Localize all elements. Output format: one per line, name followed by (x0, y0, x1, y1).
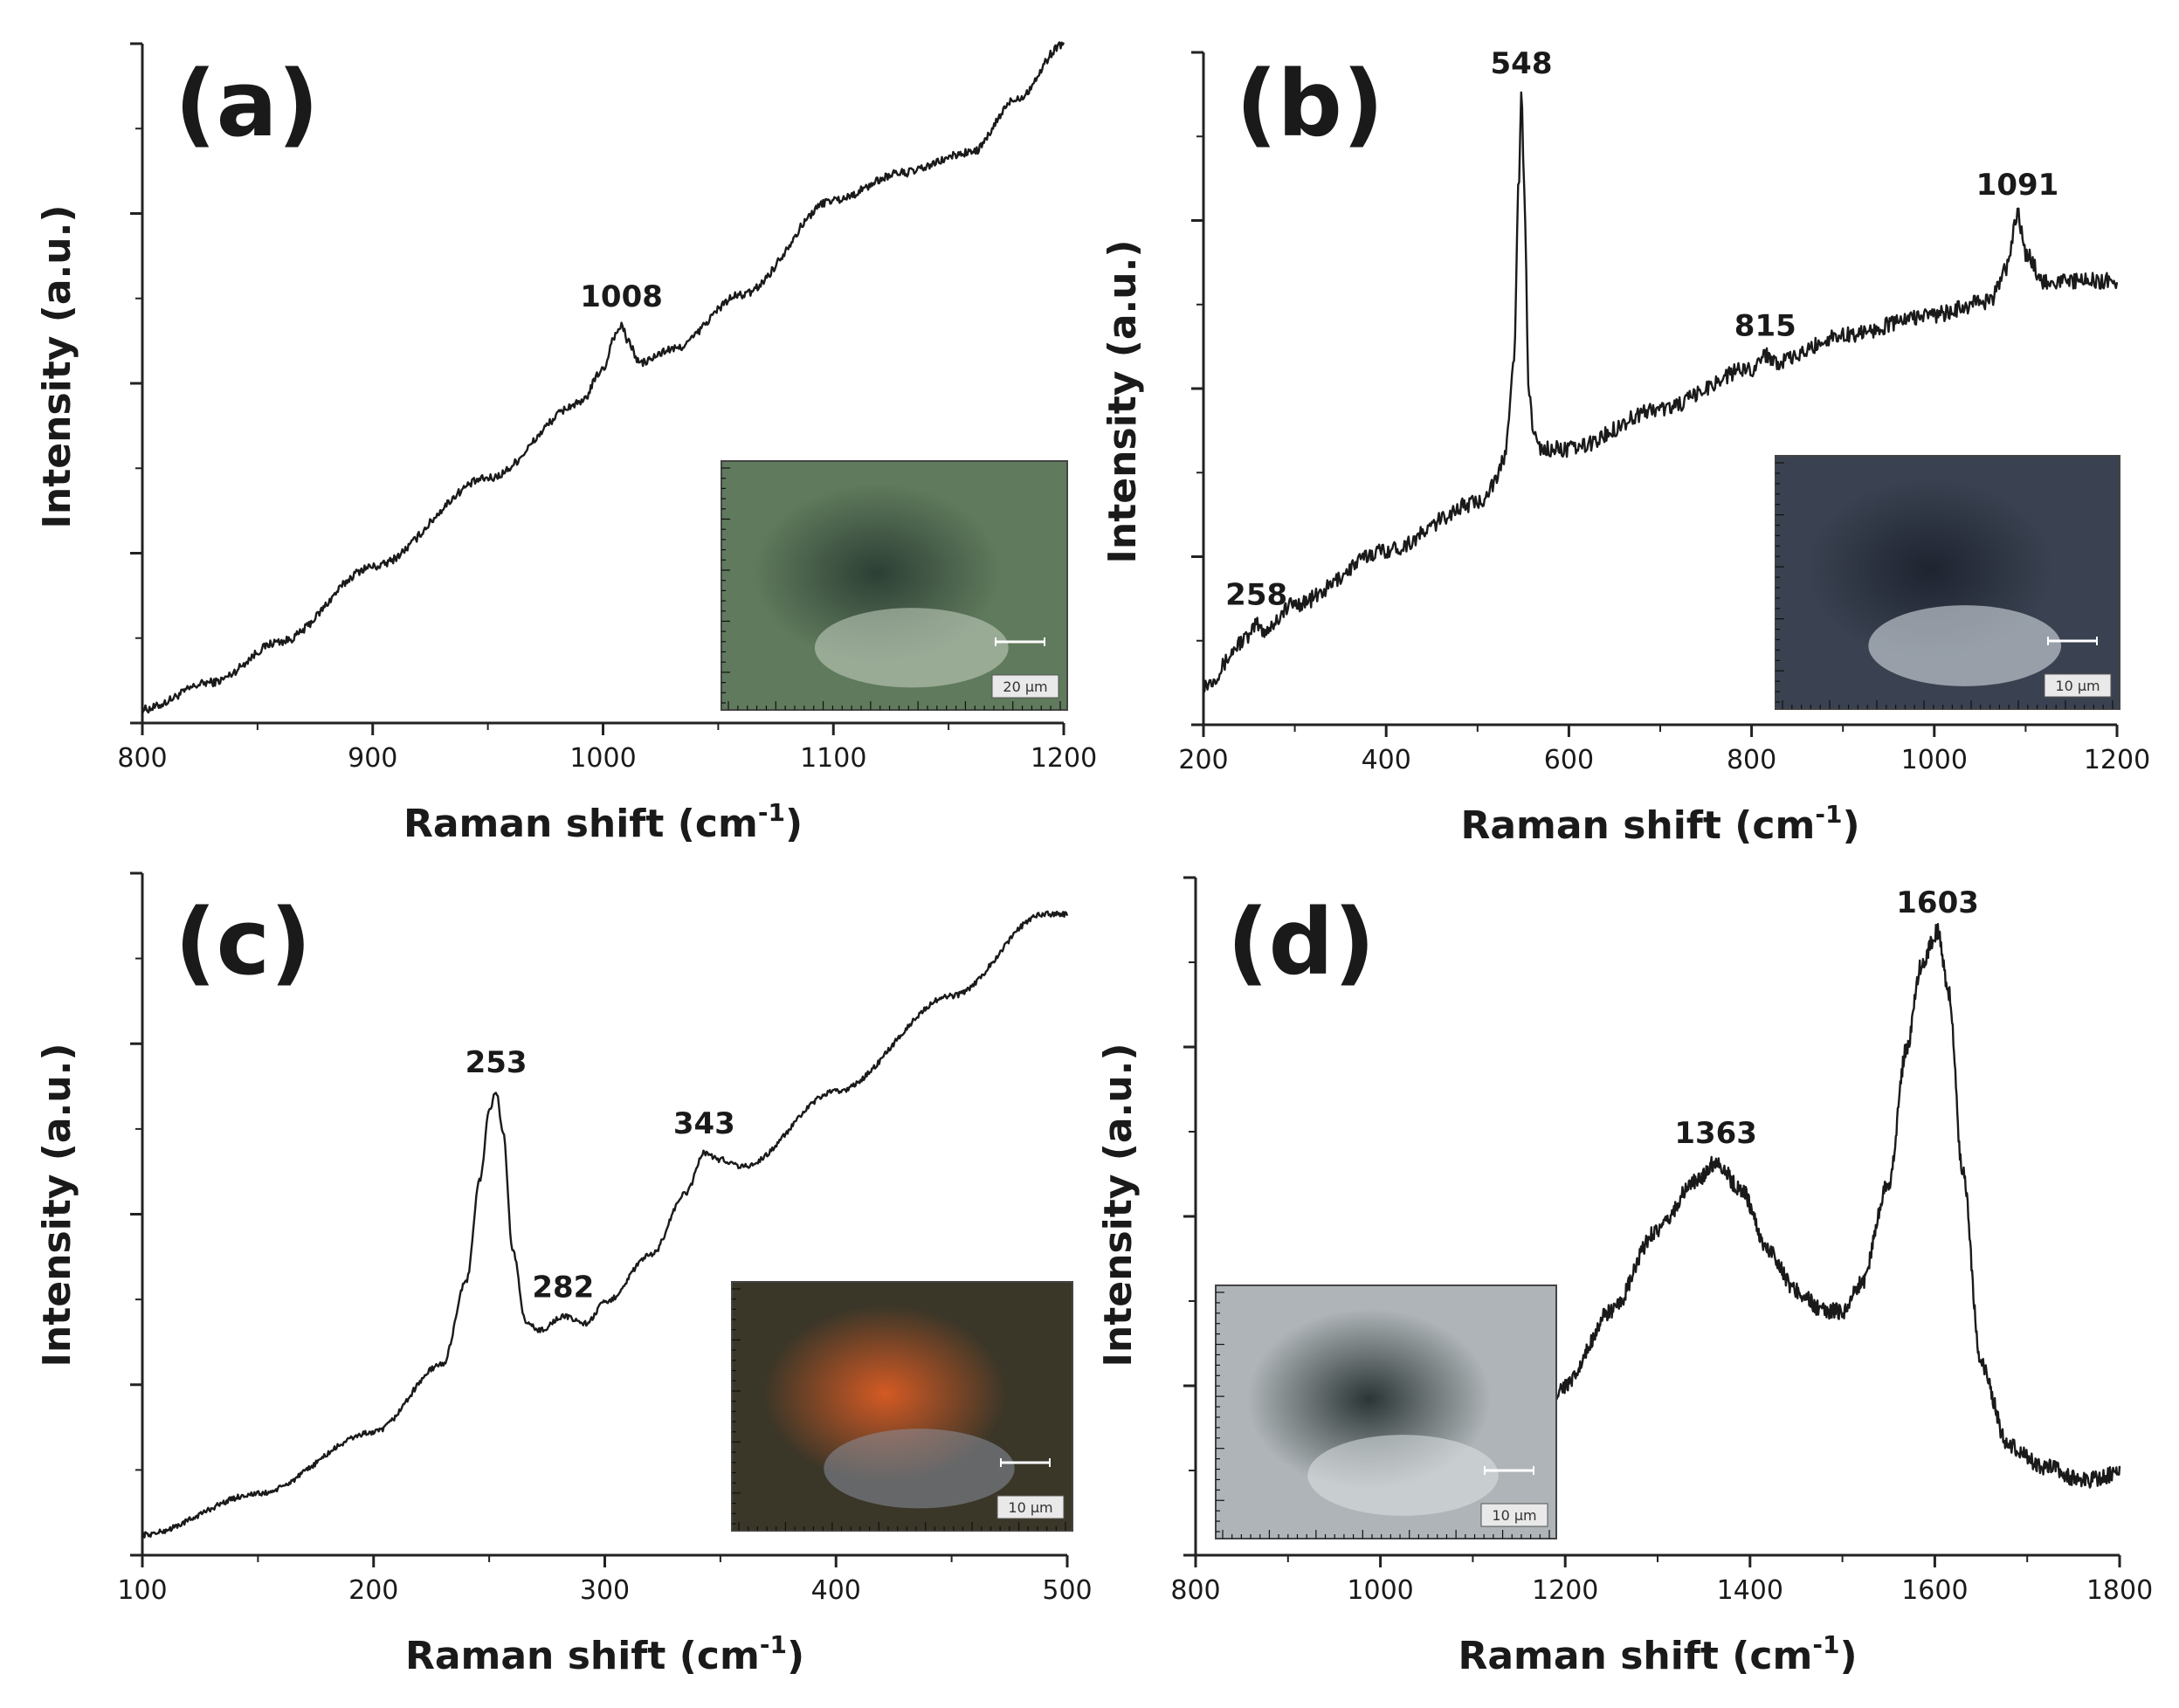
x-axis-title-end: ) (787, 1634, 804, 1678)
y-axis-title: Intensity (a.u.) (1096, 1043, 1141, 1367)
x-axis-title: Raman shift (cm-1) (405, 1630, 804, 1678)
x-tick-label: 900 (348, 743, 397, 774)
peak-label: 343 (673, 1106, 735, 1141)
x-axis-title-superscript: -1 (1815, 800, 1842, 829)
micrograph-inset: 10 µm (1775, 455, 2120, 710)
x-tick-label: 300 (580, 1575, 630, 1606)
scale-label-box (1480, 1503, 1548, 1527)
peak-label: 258 (1225, 578, 1287, 613)
peak-label: 548 (1491, 46, 1553, 81)
spectrum-line (1536, 923, 2121, 1489)
x-tick-label: 500 (1042, 1575, 1092, 1606)
inset-bright-region (1307, 1435, 1499, 1516)
peak-label: 1091 (1976, 168, 2059, 203)
x-tick-label: 1000 (1347, 1575, 1413, 1606)
x-axis-title: Raman shift (cm-1) (1460, 800, 1859, 848)
scale-label-box (996, 1495, 1065, 1519)
x-tick-label: 1000 (569, 743, 636, 774)
x-tick-label: 1000 (1901, 745, 1968, 775)
x-tick-label: 1400 (1717, 1575, 1783, 1606)
peak-label: 1363 (1674, 1116, 1757, 1151)
x-axis-title-text: Raman shift (cm (405, 1634, 760, 1678)
x-tick-label: 400 (811, 1575, 861, 1606)
panel-b: 200 400 600 800 1000 1200 Raman shift (cm-1) In… (1100, 46, 2150, 848)
spectrum-line (1203, 91, 2119, 693)
x-tick-label: 1200 (1532, 1575, 1598, 1606)
spectrum-line (141, 41, 1065, 714)
spectrum-line (141, 910, 1069, 1539)
x-tick-label: 100 (117, 1575, 167, 1606)
x-axis-title-superscript: -1 (1812, 1630, 1839, 1659)
panel-label: (b) (1236, 51, 1384, 157)
x-axis-title-text: Raman shift (cm (1458, 1634, 1812, 1678)
scale-label: 20 µm (1003, 678, 1047, 695)
x-axis-title: Raman shift (cm-1) (1458, 1630, 1857, 1678)
inset-bright-region (814, 608, 1009, 688)
panel-label: (d) (1227, 889, 1376, 995)
x-axis-title-end: ) (785, 802, 803, 846)
x-axis-title-superscript: -1 (760, 1630, 787, 1659)
micrograph-inset: 10 µm (731, 1281, 1073, 1532)
x-tick-label: 400 (1362, 745, 1411, 775)
x-tick-label: 1200 (2084, 745, 2150, 775)
peak-label: 1603 (1896, 885, 1979, 920)
x-tick-label: 200 (1178, 745, 1228, 775)
x-axis-title-end: ) (1839, 1634, 1857, 1678)
x-tick-label: 800 (1727, 745, 1776, 775)
x-tick-label: 200 (348, 1575, 398, 1606)
x-tick-label: 800 (1170, 1575, 1220, 1606)
inset-bright-region (1868, 605, 2062, 686)
y-axis-title: Intensity (a.u.) (1100, 240, 1145, 564)
x-axis-title-text: Raman shift (cm (403, 802, 758, 846)
scale-label-box (991, 674, 1059, 699)
y-axis-title: Intensity (a.u.) (35, 205, 79, 529)
x-tick-label: 1100 (800, 743, 866, 774)
x-tick-label: 800 (117, 743, 167, 774)
x-tick-label: 1800 (2086, 1575, 2153, 1606)
y-axis-title: Intensity (a.u.) (35, 1043, 79, 1367)
micrograph-inset: 20 µm (721, 460, 1068, 711)
panel-c: 100 200 300 400 500 Raman shift (cm-1) Intensi… (35, 871, 1093, 1678)
peak-label: 282 (532, 1271, 594, 1305)
peak-label: 815 (1734, 309, 1796, 344)
panel-d: 800 1000 1200 1400 1600 1800 Raman shift (cm-1… (1096, 876, 2153, 1678)
x-axis-title-superscript: -1 (758, 798, 785, 827)
panel-a: 800 900 1000 1100 1200 Raman shift (cm-1) Inte… (35, 41, 1097, 846)
x-axis-title-text: Raman shift (cm (1460, 803, 1815, 848)
panel-label: (a) (175, 51, 319, 157)
x-axis-title-end: ) (1842, 803, 1859, 848)
inset-bright-region (824, 1429, 1015, 1509)
micrograph-inset: 10 µm (1215, 1284, 1557, 1539)
scale-label: 10 µm (2055, 678, 2100, 694)
scale-label: 10 µm (1008, 1499, 1052, 1516)
x-tick-label: 1600 (1901, 1575, 1968, 1606)
x-axis-title: Raman shift (cm-1) (403, 798, 803, 846)
scale-label-box (2044, 673, 2112, 698)
panel-label: (c) (175, 889, 312, 995)
x-tick-label: 600 (1544, 745, 1594, 775)
scale-label: 10 µm (1492, 1507, 1536, 1524)
x-tick-label: 1200 (1031, 743, 1097, 774)
peak-label: 253 (465, 1045, 528, 1080)
peak-label: 1008 (580, 279, 663, 314)
